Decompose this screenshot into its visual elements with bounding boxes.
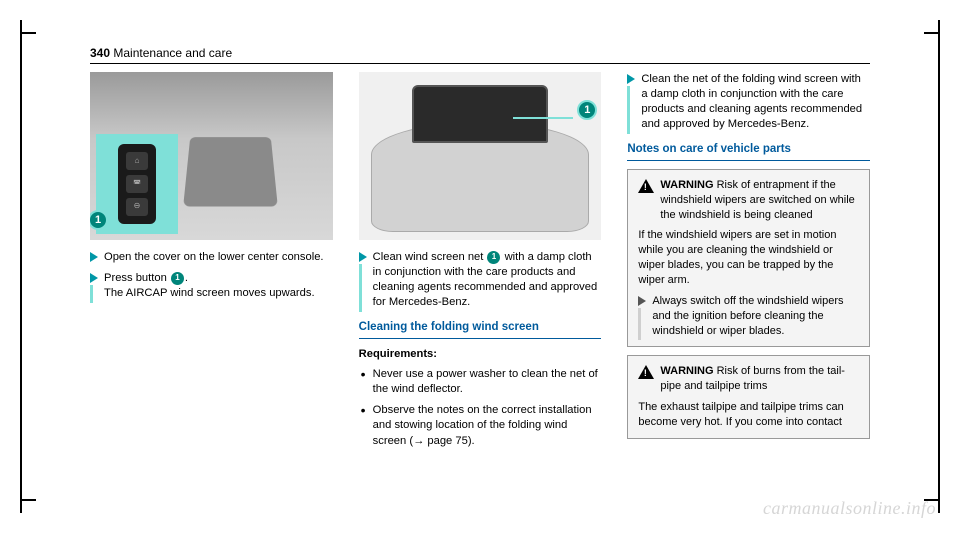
column-3: Clean the net of the folding wind screen… [627, 72, 870, 478]
step-marker [90, 271, 104, 301]
warning-body: The exhaust tailpipe and tailpipe trims … [638, 400, 859, 430]
step-triangle-icon [627, 74, 635, 84]
warning-triangle-icon [638, 179, 654, 193]
instruction-step: Press button 1. The AIRCAP wind screen m… [90, 271, 333, 301]
step-bar [627, 86, 630, 134]
content-columns: ⌂ ◚ ⊖ 1 Open the cover on the lower cent… [90, 72, 870, 478]
inline-callout-1: 1 [171, 272, 184, 285]
requirements-list: Never use a power washer to clean the ne… [359, 367, 602, 449]
warning-box: WARNING Risk of entrapment if the windsh… [627, 169, 870, 347]
step-marker [627, 72, 641, 132]
instruction-step: Open the cover on the lower center conso… [90, 250, 333, 265]
step-text: Always switch off the windshield wipers … [652, 294, 859, 339]
instruction-step: Clean wind screen net 1 with a damp clot… [359, 250, 602, 310]
column-2: 1 Clean wind screen net 1 with a damp cl… [359, 72, 602, 478]
step-triangle-icon [90, 273, 98, 283]
step-bar [638, 308, 641, 341]
warning-triangle-icon [638, 365, 654, 379]
warning-title: WARNING Risk of burns from the tail‐pipe… [660, 364, 859, 394]
callout-label: 1 [95, 213, 101, 228]
warning-header: WARNING Risk of burns from the tail‐pipe… [638, 364, 859, 394]
warning-header: WARNING Risk of entrapment if the windsh… [638, 178, 859, 223]
step-text-part: Clean wind screen net [373, 251, 487, 263]
list-item: Observe the notes on the correct install… [359, 403, 602, 448]
warning-body: If the windshield wipers are set in moti… [638, 228, 859, 287]
remote-control-icon: ⌂ ◚ ⊖ [118, 144, 156, 224]
warning-label: WARNING [660, 179, 713, 191]
warning-step: Always switch off the windshield wipers … [638, 294, 859, 339]
step-text: Clean the net of the folding wind screen… [641, 72, 870, 132]
page-number: 340 [90, 46, 110, 60]
step-bar [359, 264, 362, 312]
remote-button-icon: ⊖ [126, 198, 148, 216]
column-1: ⌂ ◚ ⊖ 1 Open the cover on the lower cent… [90, 72, 333, 478]
step-triangle-icon [90, 252, 98, 262]
step-marker [638, 294, 652, 339]
figure-console-shape [183, 137, 278, 206]
warning-box: WARNING Risk of burns from the tail‐pipe… [627, 355, 870, 438]
figure-center-console: ⌂ ◚ ⊖ 1 [90, 72, 333, 240]
step-text-part: Press button [104, 272, 170, 284]
step-triangle-icon [638, 296, 646, 306]
watermark: carmanualsonline.info [763, 498, 936, 519]
step-text-part: The AIRCAP wind screen moves upwards. [104, 287, 315, 299]
callout-label: 1 [584, 103, 590, 118]
callout-leader-line [513, 117, 573, 119]
frame-tick [924, 32, 938, 34]
step-text: Open the cover on the lower center conso… [104, 250, 333, 265]
step-marker [359, 250, 373, 310]
figure-wind-screen: 1 [359, 72, 602, 240]
step-triangle-icon [359, 252, 367, 262]
frame-tick [22, 499, 36, 501]
step-text-part: . [185, 272, 188, 284]
step-marker [90, 250, 104, 265]
inline-callout-1: 1 [487, 251, 500, 264]
section-title: Maintenance and care [113, 46, 232, 60]
figure-inset: ⌂ ◚ ⊖ [96, 134, 178, 234]
warning-title: WARNING Risk of entrapment if the windsh… [660, 178, 859, 223]
page-header: 340 Maintenance and care [90, 46, 870, 64]
step-text: Clean wind screen net 1 with a damp clot… [373, 250, 602, 310]
step-text: Press button 1. The AIRCAP wind screen m… [104, 271, 333, 301]
section-heading: Cleaning the folding wind screen [359, 320, 602, 339]
section-heading: Notes on care of vehicle parts [627, 142, 870, 161]
step-bar [90, 285, 93, 303]
remote-button-icon: ◚ [126, 175, 148, 193]
list-item: Never use a power washer to clean the ne… [359, 367, 602, 397]
requirements-label: Requirements: [359, 347, 602, 362]
frame-tick [22, 32, 36, 34]
remote-button-icon: ⌂ [126, 152, 148, 170]
instruction-step: Clean the net of the folding wind screen… [627, 72, 870, 132]
figure-screen-shape [412, 85, 548, 142]
warning-label: WARNING [660, 365, 713, 377]
